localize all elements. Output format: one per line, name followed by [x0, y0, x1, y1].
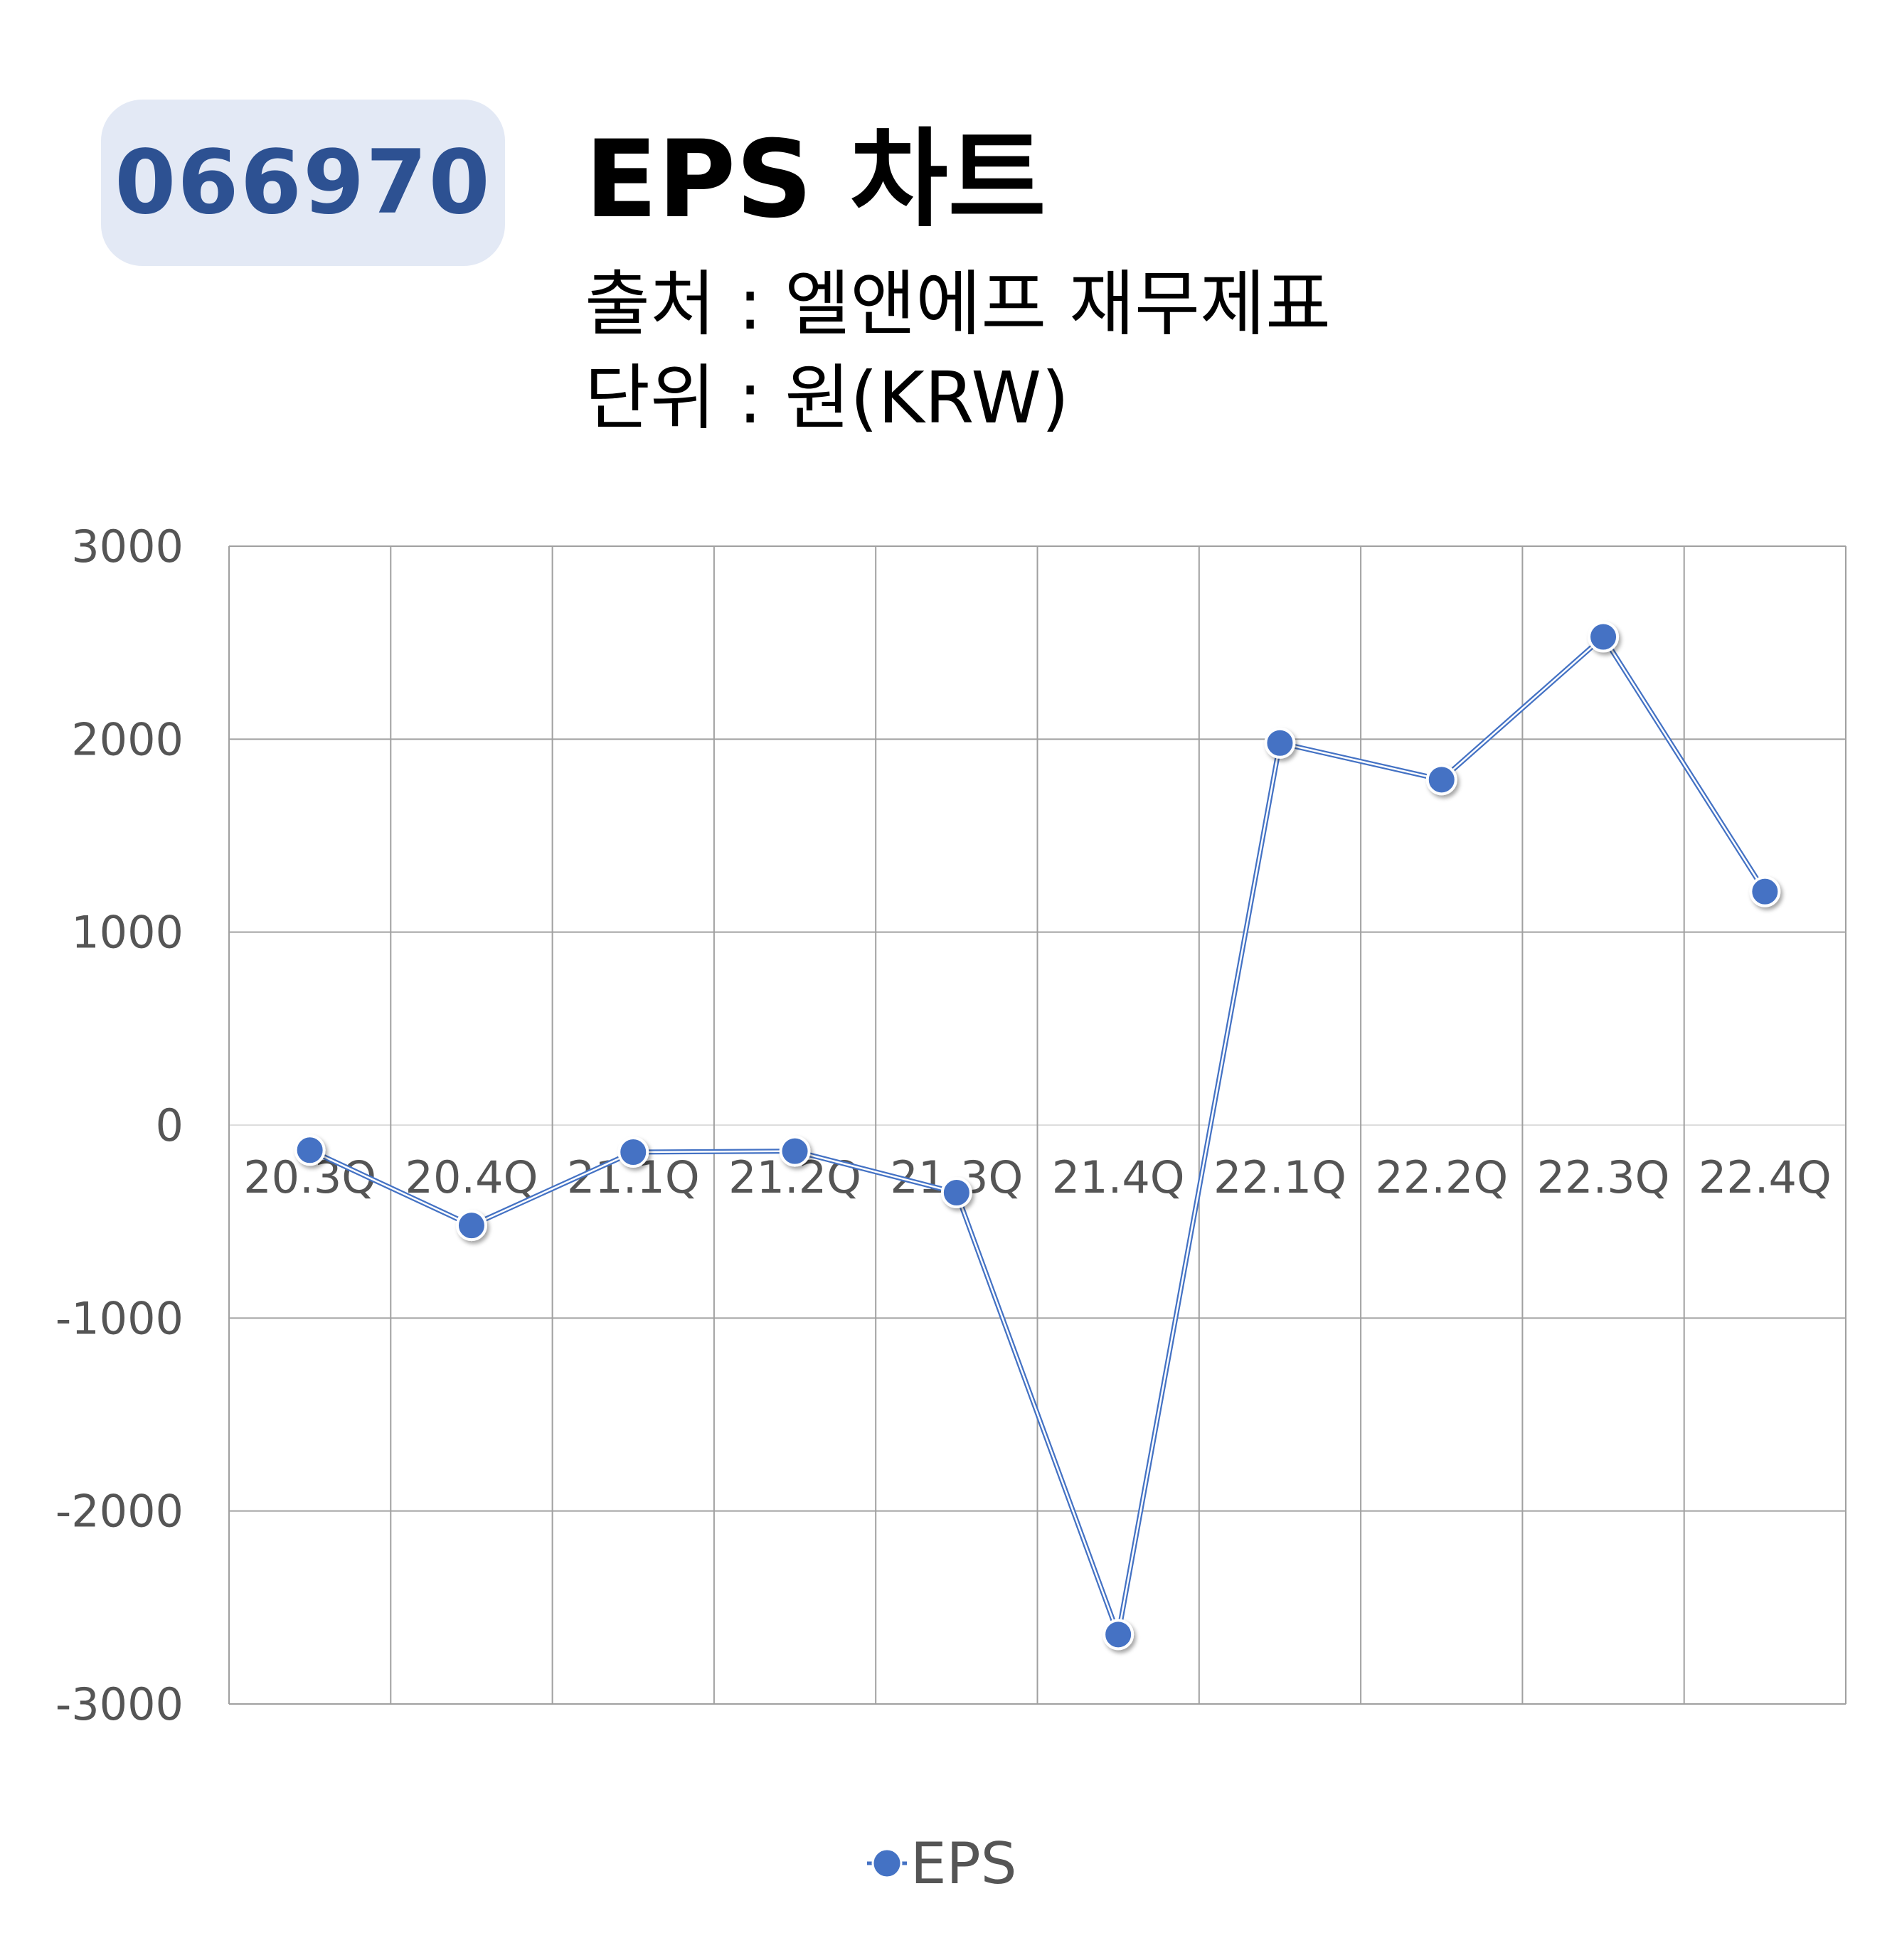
legend-label: EPS — [910, 1831, 1017, 1897]
y-tick-label: 2000 — [71, 713, 184, 765]
data-point — [1425, 764, 1457, 796]
data-point — [779, 1135, 811, 1167]
legend: EPS — [867, 1831, 1017, 1897]
data-point — [1588, 621, 1620, 653]
x-tick-label: 22.3Q — [1537, 1151, 1670, 1203]
data-point — [1264, 727, 1296, 759]
data-point — [455, 1210, 487, 1242]
y-tick-label: 1000 — [71, 907, 184, 959]
legend-marker — [871, 1848, 903, 1879]
chart-title: EPS 차트 — [585, 118, 1046, 242]
x-tick-label: 22.1Q — [1213, 1151, 1346, 1203]
series-line-inner — [309, 636, 1766, 1636]
data-point — [617, 1136, 649, 1168]
y-tick-label: -3000 — [55, 1678, 184, 1730]
grid-lines — [228, 545, 1846, 1705]
x-tick-label: 21.4Q — [1052, 1151, 1185, 1203]
source-label: 출처 : 엘앤에프 재무제표 — [585, 262, 1332, 346]
ticker-badge: 066970 — [101, 100, 505, 266]
y-tick-label: -1000 — [55, 1292, 184, 1344]
y-tick-label: 3000 — [71, 521, 184, 572]
x-tick-label: 22.4Q — [1699, 1151, 1832, 1203]
y-tick-label: 0 — [156, 1099, 184, 1151]
x-tick-label: 20.4Q — [405, 1151, 538, 1203]
data-point — [294, 1134, 326, 1166]
y-tick-label: -2000 — [55, 1486, 184, 1538]
x-tick-label: 22.2Q — [1375, 1151, 1508, 1203]
data-point — [1749, 875, 1781, 907]
data-point — [1102, 1619, 1135, 1651]
data-point — [940, 1176, 972, 1208]
y-axis-ticks: 3000 2000 1000 0 -1000 -2000 -3000 — [55, 521, 184, 1730]
unit-label: 단위 : 원(KRW) — [585, 356, 1070, 440]
series-eps — [294, 621, 1781, 1651]
